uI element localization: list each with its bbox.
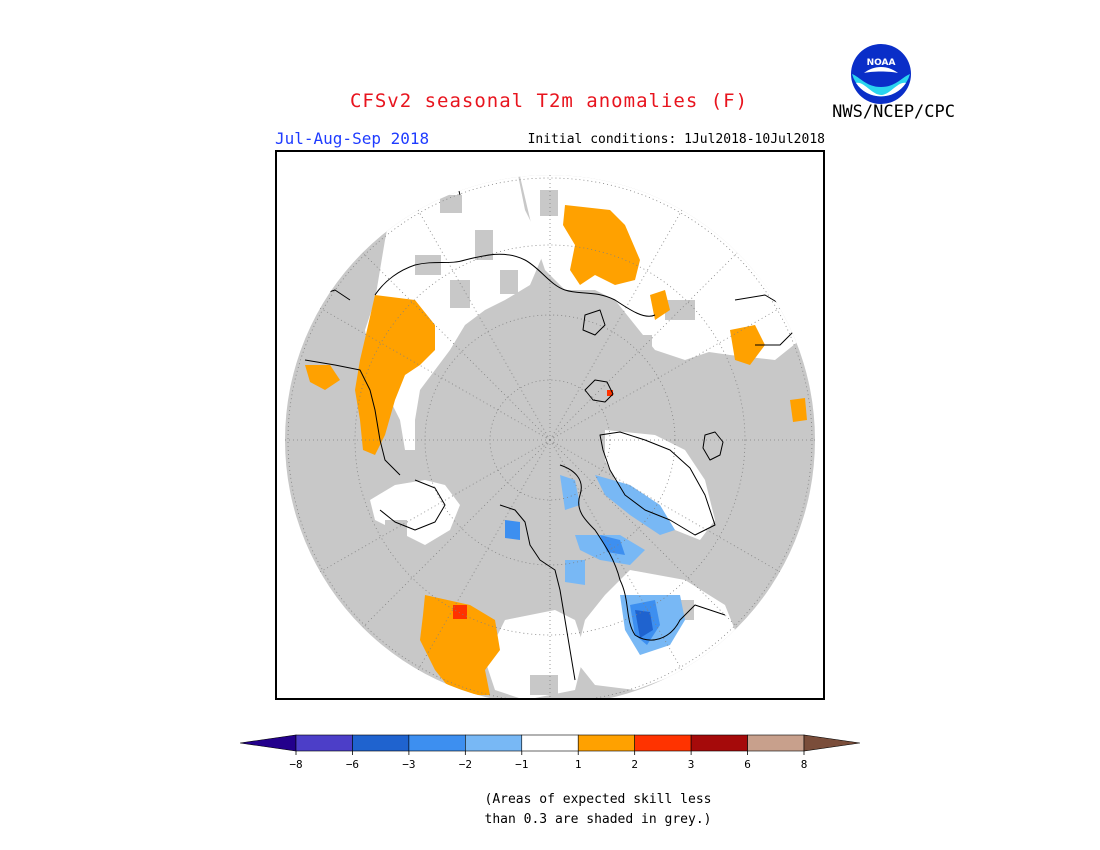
lat-lon-grid xyxy=(285,175,815,700)
colorbar-swatches xyxy=(240,734,860,752)
colorbar-bin-3 xyxy=(408,734,466,752)
map-title: CFSv2 seasonal T2m anomalies (F) xyxy=(349,90,749,112)
agency-label: NWS/NCEP/CPC xyxy=(832,102,955,122)
hot-anomaly-spot xyxy=(453,605,467,619)
greenland-coast xyxy=(599,431,716,536)
alaska-coast xyxy=(499,504,576,681)
colorbar-tick-label: −2 xyxy=(459,758,472,771)
colorbar-bin-0 xyxy=(240,734,297,752)
colorbar-bin-1 xyxy=(295,734,353,752)
siberian-coast xyxy=(374,253,656,317)
colorbar-tick-label: 6 xyxy=(744,758,751,771)
colorbar-bin-2 xyxy=(352,734,410,752)
colorbar-tick-label: 2 xyxy=(631,758,638,771)
colorbar-legend: −8 −6 −3 −2 −1 1 2 3 6 8 xyxy=(240,734,860,771)
logo-text: NOAA xyxy=(867,58,896,68)
iceland-coast xyxy=(702,431,724,461)
anomaly-map xyxy=(275,150,825,700)
map-frame-border xyxy=(275,150,825,700)
skill-note-line1: (Areas of expected skill less xyxy=(484,792,712,807)
noaa-logo: NOAA xyxy=(851,44,911,104)
colorbar-bin-5 xyxy=(521,734,579,752)
bering-coast xyxy=(379,479,446,531)
hot-anomaly-spot-small xyxy=(607,390,613,396)
colorbar-bin-8 xyxy=(690,734,748,752)
colorbar-bin-10 xyxy=(803,734,860,752)
colorbar-bin-7 xyxy=(634,734,692,752)
colorbar-bin-9 xyxy=(747,734,805,752)
colorbar-tick-label: 1 xyxy=(575,758,582,771)
initial-conditions-label: Initial conditions: 1Jul2018-10Jul2018 xyxy=(527,132,825,147)
colorbar-ticks: −8 −6 −3 −2 −1 1 2 3 6 8 xyxy=(289,751,807,771)
colorbar-tick-label: −3 xyxy=(402,758,415,771)
eurasia-west-coast xyxy=(304,359,401,476)
colorbar-tick-label: −6 xyxy=(346,758,359,771)
colorbar-tick-label: −8 xyxy=(289,758,302,771)
colorbar-tick-label: 3 xyxy=(688,758,695,771)
colorbar-bin-4 xyxy=(465,734,523,752)
svalbard-coast xyxy=(584,379,614,403)
near-normal-regions xyxy=(365,175,800,700)
novaya-zemlya-coast xyxy=(582,309,606,336)
colorbar-tick-label: 8 xyxy=(801,758,808,771)
colorbar-bin-6 xyxy=(577,734,635,752)
canadian-arctic-coast xyxy=(559,464,726,641)
polar-disc xyxy=(285,175,815,700)
season-label: Jul-Aug-Sep 2018 xyxy=(275,129,430,148)
coldest-anomaly-regions xyxy=(635,610,653,638)
skill-note-line2: than 0.3 are shaded in grey.) xyxy=(484,812,712,827)
colorbar-tick-label: −1 xyxy=(515,758,528,771)
